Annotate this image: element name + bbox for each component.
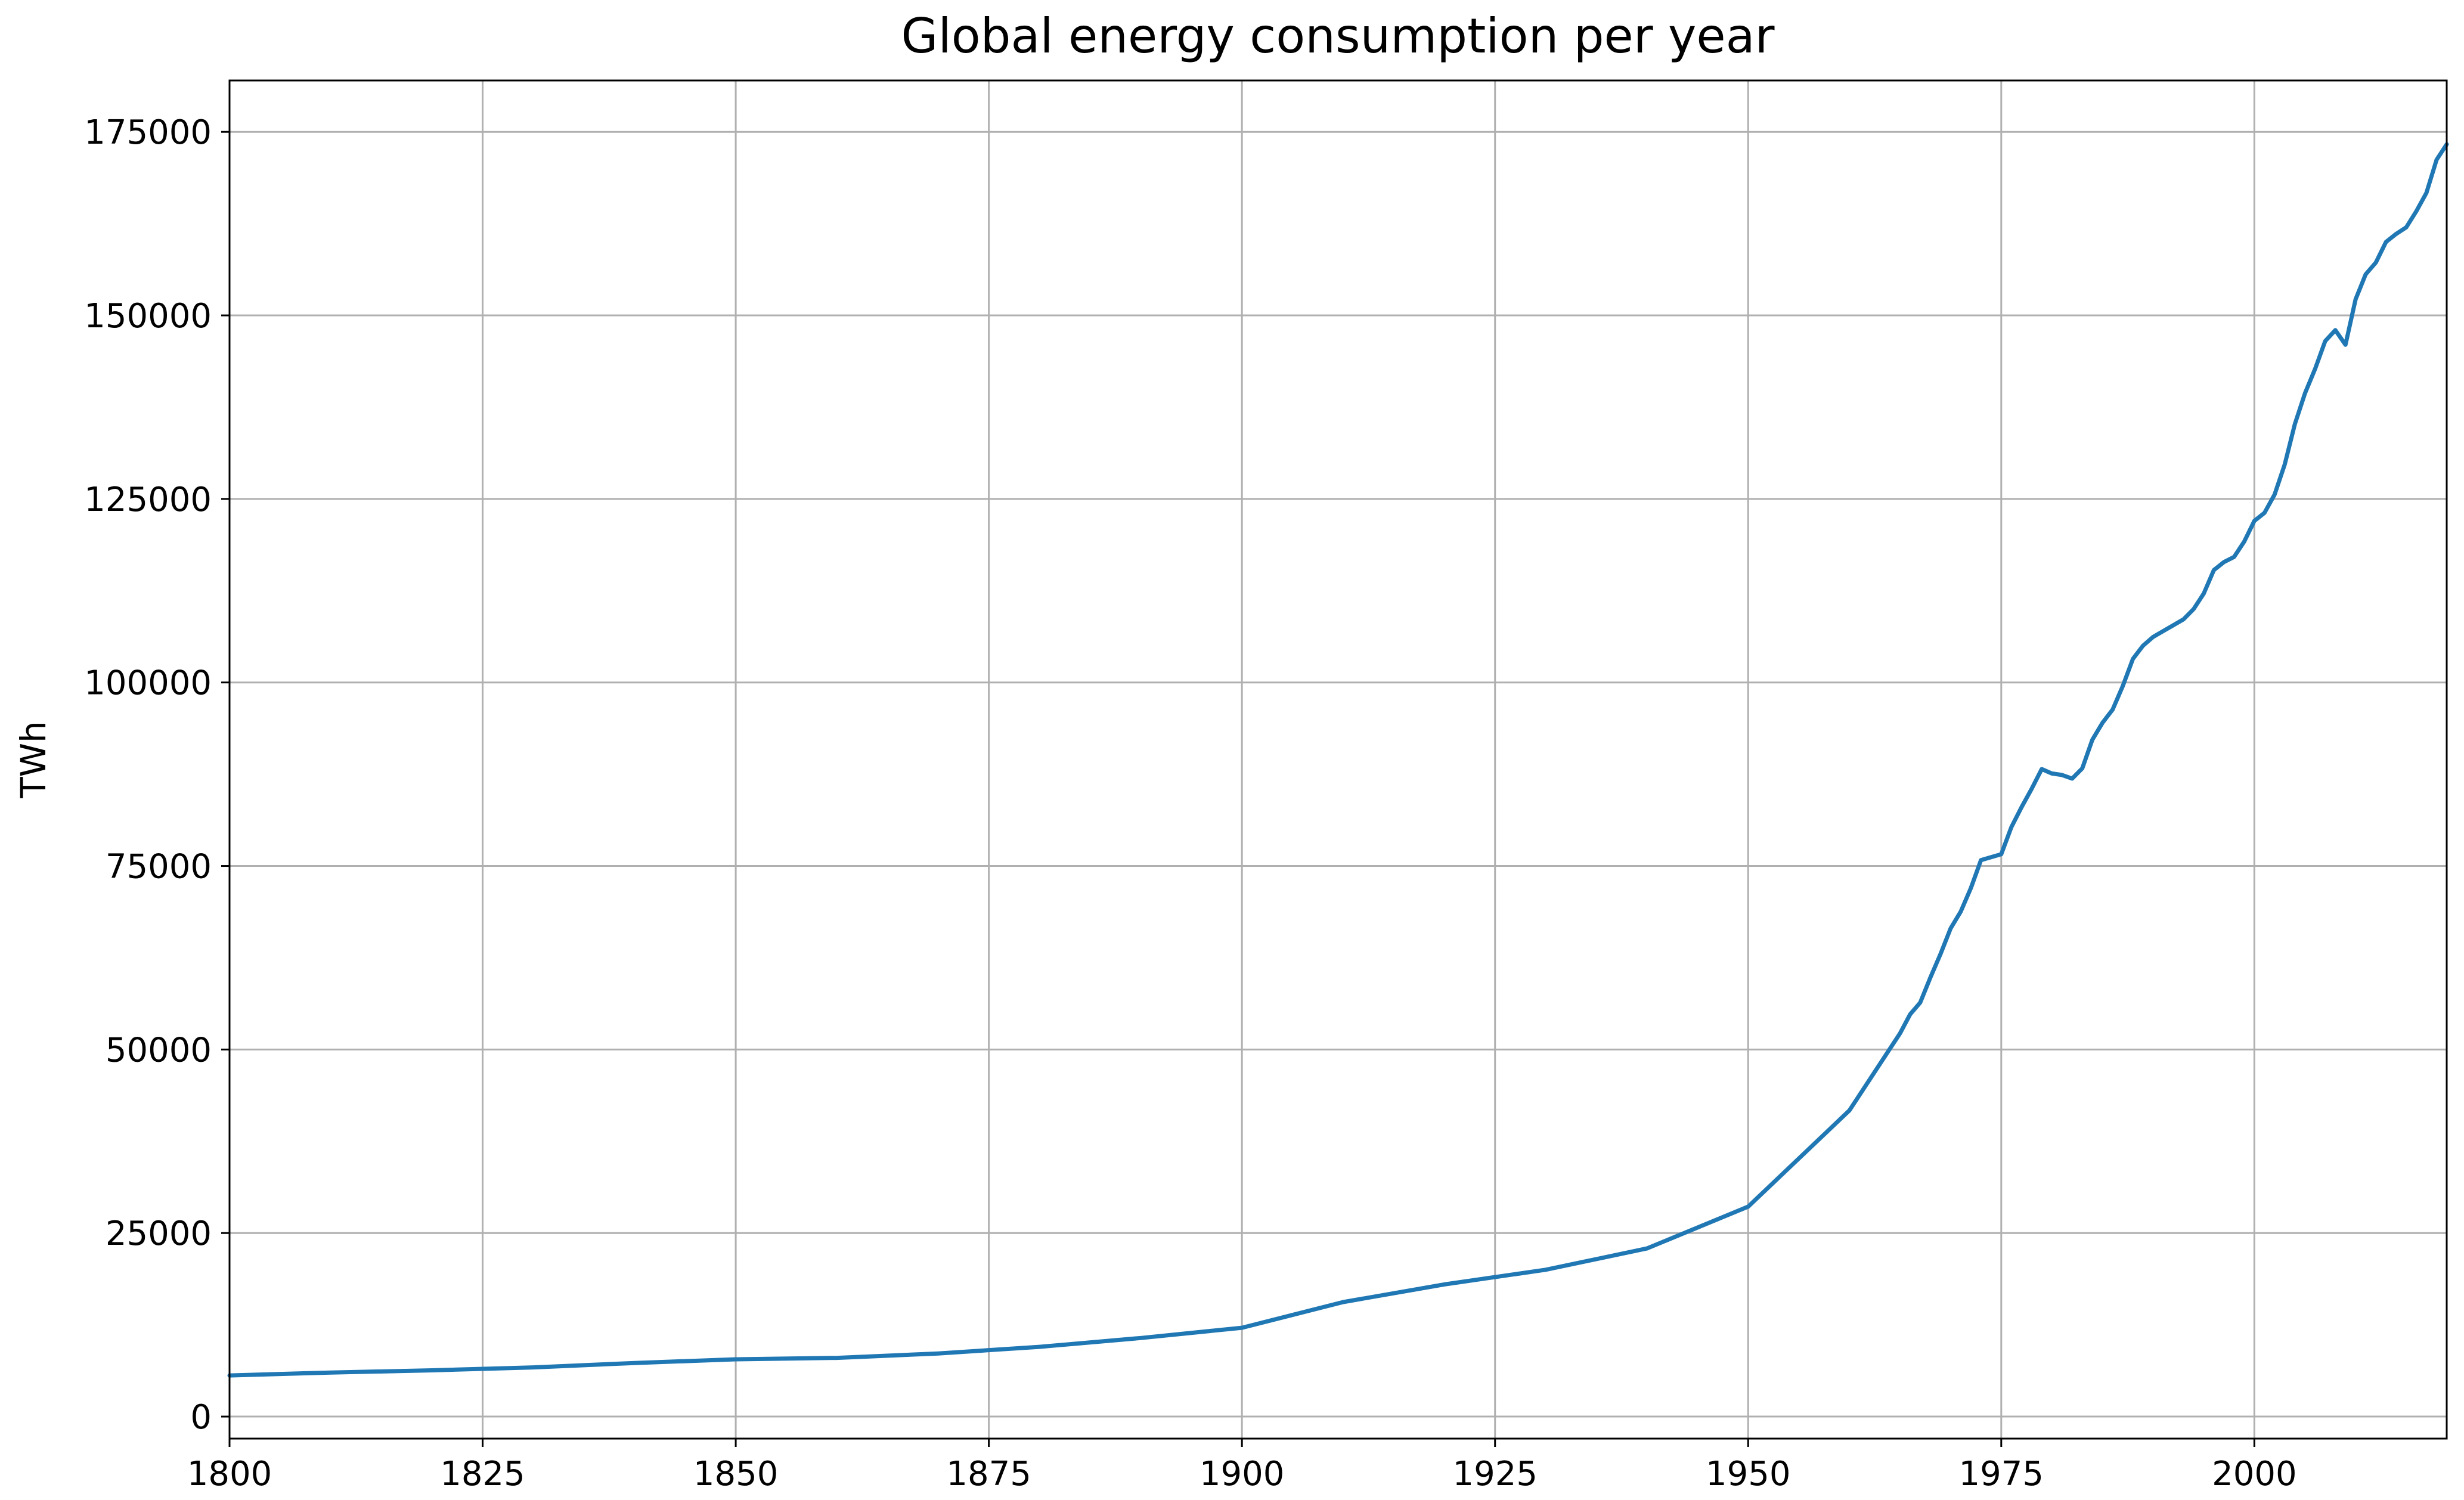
data-series	[227, 142, 2449, 1378]
x-tick-label: 1875	[946, 1455, 1031, 1493]
y-tick-label: 125000	[84, 481, 212, 519]
x-tick-label: 2000	[2212, 1455, 2297, 1493]
y-tick-label: 0	[190, 1398, 212, 1437]
x-tick-label: 1950	[1706, 1455, 1791, 1493]
y-tick-label: 150000	[84, 297, 212, 336]
grid-lines	[228, 80, 2447, 1439]
y-tick-label: 100000	[84, 664, 212, 703]
y-tick-label: 75000	[106, 848, 212, 887]
y-tick-label: 25000	[106, 1214, 212, 1253]
axis-ticks: 1800 1825 1850 1875 1900 1925 1950 1975 2000 0 250…	[84, 113, 2296, 1493]
x-tick-label: 1850	[693, 1455, 779, 1493]
x-tick-label: 1825	[440, 1455, 525, 1493]
x-tick-label: 1800	[187, 1455, 272, 1493]
y-tick-label: 175000	[84, 113, 212, 152]
x-tick-label: 1900	[1200, 1455, 1285, 1493]
chart-title: Global energy consumption per year	[901, 8, 1775, 64]
x-tick-label: 1925	[1452, 1455, 1538, 1493]
plot-area-frame	[228, 79, 2448, 1440]
energy-consumption-line	[227, 142, 2449, 1378]
y-axis-label: TWh	[13, 721, 54, 799]
y-tick-label: 50000	[106, 1031, 212, 1070]
x-tick-label: 1975	[1959, 1455, 2044, 1493]
